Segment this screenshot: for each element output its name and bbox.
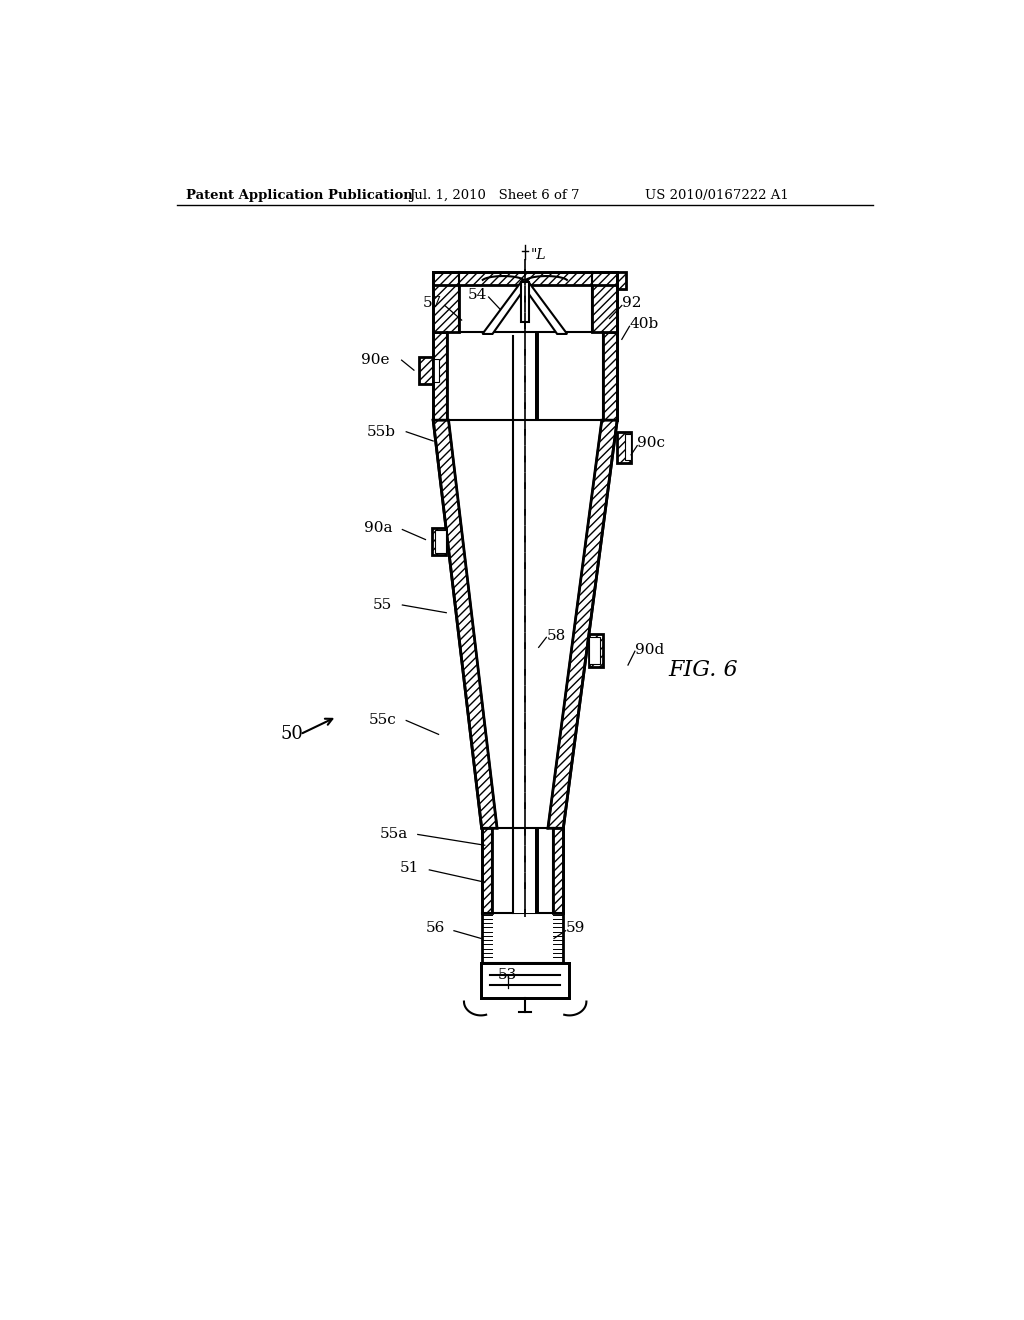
Text: 55a: 55a — [380, 828, 408, 841]
Text: Patent Application Publication: Patent Application Publication — [186, 189, 413, 202]
Text: 55b: 55b — [368, 425, 396, 438]
Polygon shape — [449, 420, 602, 829]
Text: 90e: 90e — [360, 354, 389, 367]
Polygon shape — [592, 272, 617, 331]
Text: FIG. 6: FIG. 6 — [668, 660, 737, 681]
Polygon shape — [419, 358, 433, 384]
Polygon shape — [617, 272, 627, 289]
Text: 53: 53 — [499, 968, 517, 982]
Polygon shape — [589, 635, 603, 667]
Polygon shape — [548, 420, 617, 829]
Polygon shape — [482, 280, 522, 334]
Text: 90a: 90a — [364, 521, 392, 535]
Text: "L: "L — [531, 248, 547, 263]
Polygon shape — [433, 272, 617, 285]
Polygon shape — [433, 420, 497, 829]
Text: 58: 58 — [547, 628, 565, 643]
Text: 50: 50 — [281, 726, 303, 743]
Polygon shape — [435, 531, 446, 553]
Bar — [481, 913, 563, 964]
Text: 56: 56 — [425, 921, 444, 936]
Polygon shape — [553, 829, 563, 913]
Text: 54: 54 — [468, 288, 487, 302]
Polygon shape — [432, 528, 446, 554]
Polygon shape — [603, 331, 617, 420]
Bar — [481, 964, 569, 998]
Text: Jul. 1, 2010   Sheet 6 of 7: Jul. 1, 2010 Sheet 6 of 7 — [410, 189, 580, 202]
Polygon shape — [527, 280, 567, 334]
Text: 59: 59 — [565, 921, 585, 936]
Text: 55c: 55c — [369, 714, 396, 727]
Polygon shape — [433, 331, 447, 420]
Bar — [513, 331, 535, 913]
Text: 51: 51 — [400, 862, 419, 875]
Polygon shape — [433, 272, 459, 331]
Polygon shape — [521, 282, 528, 322]
Polygon shape — [617, 432, 631, 462]
Text: 92: 92 — [622, 296, 641, 310]
Text: 90d: 90d — [635, 643, 665, 656]
Text: US 2010/0167222 A1: US 2010/0167222 A1 — [645, 189, 788, 202]
Polygon shape — [625, 434, 631, 461]
Text: 90c: 90c — [637, 437, 666, 450]
Polygon shape — [589, 636, 600, 664]
Text: 57: 57 — [423, 296, 442, 310]
Text: 40b: 40b — [630, 317, 658, 331]
Polygon shape — [433, 359, 439, 381]
Text: 55: 55 — [373, 598, 392, 612]
Polygon shape — [481, 829, 493, 913]
